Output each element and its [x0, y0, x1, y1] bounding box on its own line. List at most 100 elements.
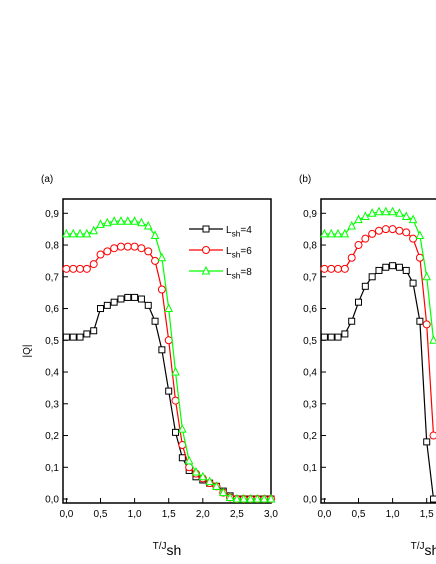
marker: [123, 216, 133, 225]
marker: [368, 229, 377, 238]
marker: [340, 228, 350, 238]
marker: [232, 493, 242, 503]
marker: [212, 481, 221, 490]
marker: [429, 431, 436, 440]
marker: [83, 330, 91, 338]
marker: [320, 264, 329, 273]
marker: [123, 242, 132, 251]
marker: [225, 492, 235, 501]
y-tick-label: 0,3: [303, 399, 317, 410]
marker: [96, 250, 105, 259]
y-tick-label: 0,9: [303, 209, 317, 220]
marker: [422, 271, 432, 281]
marker: [178, 454, 186, 462]
marker: [143, 220, 153, 230]
marker: [320, 228, 329, 238]
marker: [340, 264, 349, 273]
marker: [184, 455, 194, 465]
y-tick-label: 0,0: [303, 495, 317, 506]
y-tick-label: 0,8: [45, 241, 59, 252]
marker: [355, 298, 363, 306]
x-tick-label: 0,5: [94, 509, 108, 520]
marker: [334, 264, 343, 273]
y-tick-label: 0,8: [303, 241, 317, 252]
y-tick-label: 0,2: [45, 431, 59, 442]
marker: [395, 226, 404, 235]
marker: [395, 263, 403, 271]
marker: [68, 228, 78, 238]
y-tick-label: 0,5: [303, 336, 317, 347]
marker: [381, 206, 391, 216]
marker: [110, 298, 118, 306]
marker: [191, 466, 201, 476]
marker: [239, 493, 249, 503]
marker: [97, 305, 105, 313]
marker: [130, 242, 139, 251]
marker: [341, 330, 349, 338]
marker: [178, 424, 187, 433]
legend-marker: [202, 225, 210, 233]
marker: [76, 333, 84, 341]
marker: [131, 293, 139, 301]
x-tick-label: 0,0: [59, 509, 73, 520]
x-tick-label: 1,0: [386, 509, 400, 520]
x-tick-label: 1,0: [128, 509, 142, 520]
marker: [361, 211, 370, 220]
marker: [347, 220, 356, 230]
y-tick-label: 0,6: [303, 304, 317, 315]
marker: [388, 225, 397, 234]
marker: [82, 264, 91, 273]
legend-label: Lsh=4: [226, 225, 252, 239]
marker: [327, 333, 335, 341]
marker: [388, 206, 397, 216]
y-tick-label: 0,7: [45, 272, 59, 283]
marker: [96, 219, 105, 228]
x-tick-label: 0,0: [317, 509, 331, 520]
marker: [89, 225, 98, 235]
marker: [326, 228, 336, 238]
marker: [151, 317, 159, 325]
marker: [165, 387, 173, 395]
marker: [429, 335, 436, 344]
marker: [130, 216, 139, 225]
plot-frame: [320, 198, 436, 504]
marker: [423, 438, 431, 446]
marker: [69, 333, 77, 341]
series-line: [66, 246, 271, 500]
x-axis-label: T/Jsh: [153, 541, 182, 558]
legend-marker: [201, 265, 211, 275]
marker: [116, 216, 126, 225]
marker: [334, 333, 342, 341]
marker: [62, 228, 71, 238]
marker: [103, 301, 111, 309]
marker: [157, 285, 166, 294]
marker: [172, 428, 180, 436]
marker: [374, 226, 383, 235]
marker: [402, 228, 411, 237]
y-tick-label: 0,0: [45, 495, 59, 506]
marker: [117, 295, 125, 303]
legend-label: Lsh=6: [226, 246, 252, 260]
x-axis-label: T/Jsh: [411, 541, 436, 558]
marker: [266, 493, 276, 503]
marker: [374, 206, 384, 216]
y-tick-label: 0,1: [45, 463, 59, 474]
marker: [218, 487, 228, 497]
marker: [354, 214, 363, 224]
marker: [402, 266, 410, 274]
x-tick-label: 2,0: [196, 509, 210, 520]
marker: [171, 396, 180, 405]
marker: [348, 317, 356, 325]
marker: [90, 327, 98, 335]
marker: [368, 273, 376, 281]
x-tick-label: 1,5: [162, 509, 176, 520]
marker: [361, 282, 369, 290]
marker: [381, 225, 390, 234]
marker: [151, 256, 160, 265]
marker: [137, 295, 145, 303]
x-tick-label: 1,5: [420, 509, 434, 520]
plot-frame: [62, 198, 272, 504]
y-tick-label: 0,9: [45, 209, 59, 220]
marker: [158, 346, 166, 354]
marker: [198, 471, 208, 481]
